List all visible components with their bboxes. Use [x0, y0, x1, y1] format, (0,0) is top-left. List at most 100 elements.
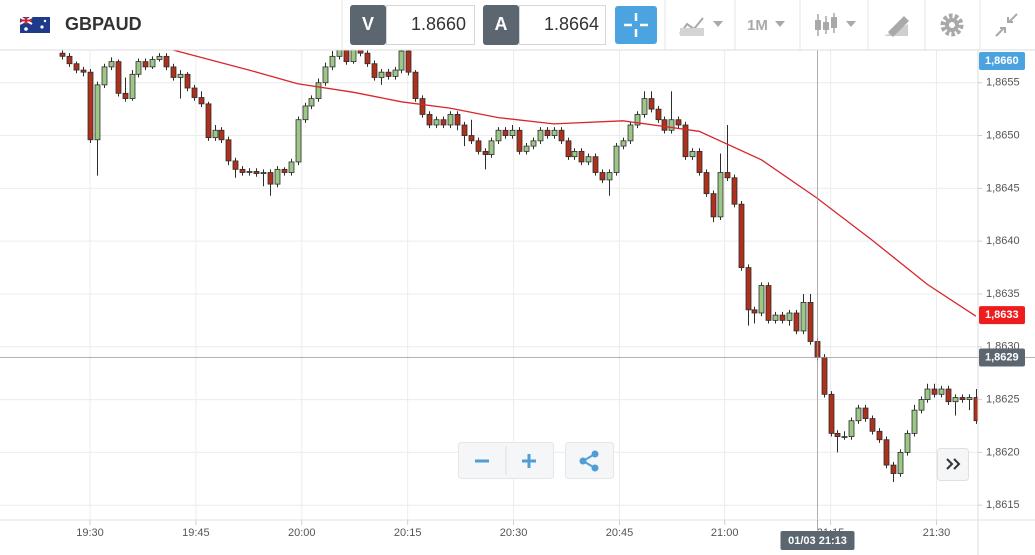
bid-box[interactable] — [386, 5, 475, 45]
share-button[interactable] — [579, 450, 599, 472]
candle-body — [834, 432, 841, 437]
candle-body — [655, 108, 662, 121]
candle-body — [419, 98, 426, 115]
candle-body — [364, 52, 371, 65]
candle-body — [142, 61, 149, 68]
candle-body — [869, 418, 876, 432]
candle-body — [945, 388, 952, 403]
scroll-right-button[interactable] — [937, 448, 969, 481]
candle-body — [516, 129, 523, 152]
candle-body — [551, 129, 558, 136]
last-price-label: 1,8660 — [985, 55, 1019, 67]
sell-button[interactable] — [350, 5, 386, 45]
candle-body — [689, 150, 696, 158]
candle-body — [350, 50, 357, 63]
candle-body — [495, 129, 502, 142]
candle-body — [343, 50, 350, 63]
candle-body — [253, 171, 260, 174]
candle-body — [232, 160, 239, 170]
candle-body — [634, 114, 641, 126]
timeframe[interactable]: 1M — [747, 17, 768, 34]
candle-body — [87, 71, 94, 141]
candle-body — [841, 436, 848, 438]
share-box[interactable] — [565, 442, 614, 479]
candle-body — [225, 139, 232, 162]
candle-body — [392, 69, 399, 77]
buy-button[interactable] — [483, 5, 519, 45]
candle-body — [135, 61, 142, 75]
candle-body — [94, 84, 101, 141]
candle-body — [177, 73, 184, 78]
candle-body — [482, 150, 489, 155]
candle-body — [412, 71, 419, 99]
candle-body — [911, 409, 918, 434]
zoom-controls — [458, 442, 969, 481]
candle-body — [828, 393, 835, 434]
sell-label[interactable]: V — [362, 14, 374, 34]
candle-body — [786, 312, 793, 321]
y-tick-label: 1,8625 — [986, 394, 1020, 406]
ma-price-box — [979, 306, 1025, 325]
candle-body — [129, 73, 136, 99]
candle-body — [405, 50, 412, 73]
candle-body — [433, 119, 440, 126]
ask-box[interactable] — [519, 5, 606, 45]
candle-body — [966, 397, 973, 400]
candle-body — [731, 177, 738, 205]
crosshair-price-label: 1,8629 — [985, 351, 1019, 363]
candle-body — [537, 129, 544, 142]
candle-body — [329, 55, 336, 68]
bid-price[interactable]: 1.8660 — [411, 14, 466, 34]
y-tick-label: 1,8655 — [986, 77, 1020, 89]
y-tick-label: 1,8645 — [986, 182, 1020, 194]
candle-body — [295, 119, 302, 163]
candle-body — [772, 314, 779, 321]
candle-body — [682, 124, 689, 158]
candle-body — [371, 63, 378, 78]
candle-body — [890, 464, 897, 474]
candle-body — [440, 119, 447, 126]
buy-label[interactable]: A — [495, 14, 508, 34]
candle-body — [530, 140, 537, 147]
y-tick-label: 1,8635 — [986, 288, 1020, 300]
candle-body — [475, 140, 482, 152]
y-tick-label: 1,8640 — [986, 235, 1020, 247]
crosshair-icon — [624, 13, 648, 37]
candle-body — [821, 356, 828, 395]
candle-body — [765, 285, 772, 321]
candle-body — [862, 407, 869, 420]
candle-body — [461, 124, 468, 136]
candle-body — [613, 145, 620, 173]
candle-body — [675, 119, 682, 126]
candle-body — [952, 397, 959, 403]
candle-body — [378, 71, 385, 78]
candle-body — [308, 98, 315, 107]
candle-body — [973, 397, 978, 422]
candle-body — [751, 309, 758, 314]
zoom-in-button[interactable] — [522, 454, 536, 468]
candle-body — [336, 50, 343, 57]
candle-body — [924, 388, 931, 400]
chart-type-button[interactable] — [679, 17, 723, 36]
candle-body — [274, 168, 281, 185]
settings-button[interactable] — [940, 13, 964, 37]
ask-price[interactable]: 1.8664 — [544, 14, 599, 34]
candle-body — [544, 129, 551, 136]
candle-body — [267, 172, 274, 185]
flag-icon — [19, 16, 50, 33]
indicators-button[interactable] — [815, 13, 856, 36]
candle-body — [558, 129, 565, 142]
timeframe-arrow[interactable] — [775, 21, 785, 27]
draw-button[interactable] — [884, 16, 909, 37]
candle-body — [281, 168, 288, 173]
x-tick-label: 19:45 — [182, 527, 210, 539]
candle-body — [696, 150, 703, 173]
candle-body — [322, 66, 329, 84]
y-tick-label: 1,8620 — [986, 446, 1020, 458]
candle-body — [703, 172, 710, 195]
crosshair-button[interactable] — [615, 6, 657, 44]
candle-body — [918, 399, 925, 411]
candle-body — [959, 397, 966, 400]
collapse-button[interactable] — [995, 13, 1018, 37]
